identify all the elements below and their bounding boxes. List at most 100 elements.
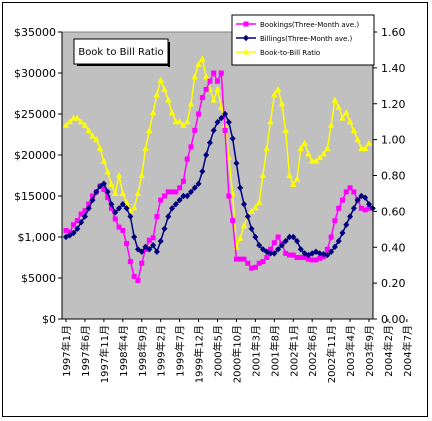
- data-point: [119, 189, 127, 196]
- data-point: [127, 213, 134, 220]
- data-point: [97, 182, 104, 190]
- data-point: [100, 157, 108, 164]
- data-point: [350, 127, 358, 134]
- data-point: [112, 216, 118, 222]
- data-point: [86, 201, 92, 207]
- data-point: [297, 246, 304, 253]
- legend-label: Bookings(Three-Month ave.): [260, 21, 359, 29]
- data-point: [165, 213, 172, 220]
- data-point: [286, 233, 293, 241]
- data-point: [271, 250, 278, 257]
- x-tick-label: 2001年8月: [268, 325, 281, 377]
- legend-marker: [242, 48, 250, 55]
- x-tick-label: 1999年2月: [155, 325, 168, 377]
- data-point: [93, 136, 100, 143]
- left-tick-label: $5000: [21, 272, 56, 285]
- data-point: [267, 250, 274, 257]
- data-point: [354, 136, 361, 143]
- data-point: [78, 219, 85, 226]
- data-point: [218, 70, 224, 76]
- data-point: [226, 193, 232, 199]
- legend-marker: [243, 34, 249, 42]
- data-point: [90, 193, 96, 199]
- data-point: [211, 70, 217, 76]
- data-point: [112, 189, 119, 196]
- data-point: [328, 234, 334, 240]
- data-point: [290, 233, 297, 241]
- x-tick-label: 2002年1月: [287, 325, 300, 377]
- data-point: [264, 255, 270, 260]
- data-point: [153, 248, 160, 255]
- data-point: [294, 255, 300, 260]
- data-point: [62, 121, 70, 128]
- data-point: [347, 213, 354, 220]
- data-point: [358, 192, 365, 200]
- data-point: [191, 184, 198, 191]
- data-point: [142, 243, 149, 251]
- data-point: [332, 218, 338, 224]
- data-point: [255, 198, 263, 205]
- data-point: [112, 209, 119, 216]
- right-tick-label: 0.60: [381, 205, 406, 218]
- data-point: [120, 227, 126, 233]
- data-point: [115, 172, 123, 178]
- data-point: [195, 60, 202, 67]
- data-point: [328, 248, 335, 255]
- right-tick-label: 1.00: [381, 134, 406, 147]
- data-point: [252, 204, 259, 211]
- data-point: [184, 192, 191, 200]
- data-point: [282, 127, 289, 134]
- data-point: [119, 201, 126, 208]
- data-point: [180, 192, 187, 200]
- x-tick-label: 1997年11月: [98, 325, 111, 383]
- data-point: [267, 118, 274, 125]
- data-point: [278, 242, 285, 249]
- data-point: [339, 114, 346, 121]
- x-tick-label: 2003年4月: [344, 325, 357, 377]
- data-point: [169, 189, 175, 195]
- legend-label: Book-to-Bill Ratio: [260, 49, 320, 57]
- data-point: [96, 145, 104, 152]
- x-tick-label: 2004年7月: [401, 325, 414, 377]
- data-point: [67, 229, 73, 235]
- data-point: [343, 221, 350, 228]
- data-point: [346, 118, 354, 125]
- data-point: [286, 252, 292, 258]
- data-point: [317, 255, 323, 261]
- data-point: [169, 205, 176, 212]
- data-point: [100, 180, 107, 187]
- data-point: [320, 251, 327, 258]
- data-point: [316, 154, 323, 161]
- data-point: [335, 237, 342, 245]
- data-point: [214, 119, 221, 126]
- data-point: [196, 111, 202, 117]
- data-point: [66, 118, 73, 125]
- left-tick-label: $30000: [14, 67, 56, 80]
- data-point: [74, 218, 80, 224]
- data-point: [268, 246, 274, 252]
- data-point: [248, 225, 255, 232]
- data-point: [313, 257, 319, 263]
- data-point: [229, 135, 236, 142]
- data-point: [85, 127, 92, 134]
- data-point: [63, 233, 69, 241]
- data-point: [149, 109, 157, 116]
- data-point: [327, 121, 335, 128]
- series-billings-three-month-ave: [63, 110, 376, 259]
- data-point: [108, 205, 114, 211]
- data-point: [365, 139, 373, 146]
- legend: Bookings(Three-Month ave.) Billings(Three…: [231, 14, 375, 66]
- data-point: [339, 197, 345, 203]
- data-point: [343, 109, 350, 116]
- data-point: [366, 205, 372, 211]
- data-point: [105, 195, 111, 201]
- series-book-to-bill-ratio: [62, 55, 373, 250]
- data-point: [210, 96, 217, 103]
- data-point: [203, 151, 210, 159]
- data-point: [184, 118, 191, 125]
- data-point: [347, 185, 353, 191]
- data-point: [187, 188, 194, 196]
- data-point: [130, 204, 138, 211]
- data-point: [134, 189, 142, 196]
- data-point: [192, 127, 198, 133]
